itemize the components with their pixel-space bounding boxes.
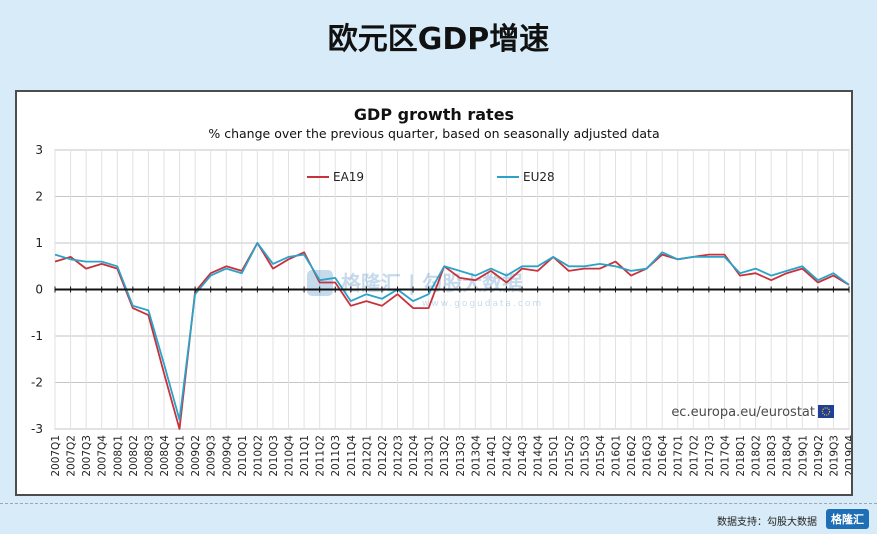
source-label: ec.europa.eu/eurostat	[671, 405, 815, 420]
y-tick-label: -1	[31, 329, 43, 343]
y-tick-label: -2	[31, 376, 43, 390]
y-tick-label: 2	[35, 190, 43, 204]
x-tick-label: 2018Q3	[766, 435, 778, 477]
x-tick-label: 2008Q1	[112, 435, 124, 477]
x-tick-label: 2019Q1	[797, 435, 809, 477]
x-tick-label: 2015Q3	[579, 435, 591, 477]
gdp-growth-chart: GDP growth rates % change over the previ…	[31, 105, 851, 477]
x-tick-label: 2010Q4	[284, 435, 296, 477]
x-tick-label: 2012Q3	[393, 435, 405, 477]
x-tick-label: 2012Q1	[361, 435, 373, 477]
x-tick-label: 2009Q2	[190, 435, 202, 477]
watermark-url: www.gogudata.com	[422, 299, 543, 309]
footer-credit: 数据支持：勾股大数据	[717, 517, 817, 528]
x-tick-label: 2017Q2	[688, 435, 700, 477]
x-tick-label: 2014Q1	[486, 435, 498, 477]
series-line-eu28	[54, 242, 850, 421]
x-tick-label: 2019Q4	[844, 435, 851, 477]
x-tick-label: 2014Q2	[501, 435, 513, 477]
x-tick-label: 2017Q1	[673, 435, 685, 477]
x-tick-label: 2014Q3	[517, 435, 529, 477]
axis-layer: 3 2 1 0 -1 -2 -3 2007Q1 2007Q2 2007Q3 2007Q4 2008Q1…	[31, 143, 851, 477]
x-tick-label: 2008Q4	[159, 435, 171, 477]
y-tick-label: 0	[35, 283, 43, 297]
x-tick-label: 2007Q2	[66, 435, 78, 477]
y-tick-label: -3	[31, 422, 43, 436]
x-tick-label: 2010Q2	[252, 435, 264, 477]
chart-frame: GDP growth rates % change over the previ…	[15, 90, 853, 496]
legend: EA19 EU28	[307, 170, 555, 184]
x-tick-label: 2019Q3	[828, 435, 840, 477]
x-tick-label: 2018Q2	[751, 435, 763, 477]
x-tick-label: 2014Q4	[533, 435, 545, 477]
x-tick-label: 2007Q1	[50, 435, 62, 477]
watermark-text: 格隆汇 | 勾股大数据	[341, 271, 522, 295]
x-tick-label: 2017Q3	[704, 435, 716, 477]
x-tick-label: 2008Q3	[143, 435, 155, 477]
series-layer	[54, 242, 850, 430]
footer-divider	[0, 503, 877, 504]
x-tick-label: 2013Q2	[439, 435, 451, 477]
x-tick-label: 2013Q3	[455, 435, 467, 477]
x-tick-label: 2007Q3	[81, 435, 93, 477]
x-tick-label: 2019Q2	[813, 435, 825, 477]
x-tick-label: 2013Q4	[470, 435, 482, 477]
x-tick-label: 2015Q1	[548, 435, 560, 477]
x-tick-label: 2018Q4	[782, 435, 794, 477]
chart-subtitle: % change over the previous quarter, base…	[208, 126, 659, 141]
x-tick-label: 2011Q1	[299, 435, 311, 477]
x-tick-label: 2011Q2	[315, 435, 327, 477]
x-tick-label: 2009Q1	[175, 435, 187, 477]
x-tick-label: 2010Q1	[237, 435, 249, 477]
x-tick-label: 2011Q3	[330, 435, 342, 477]
x-tick-label: 2010Q3	[268, 435, 280, 477]
x-tick-label: 2017Q4	[719, 435, 731, 477]
x-tick-label: 2011Q4	[346, 435, 358, 477]
x-tick-label: 2015Q4	[595, 435, 607, 477]
x-tick-label: 2013Q1	[424, 435, 436, 477]
x-tick-label: 2016Q2	[626, 435, 638, 477]
y-tick-label: 1	[35, 236, 43, 250]
x-tick-label: 2009Q4	[221, 435, 233, 477]
x-tick-label: 2008Q2	[128, 435, 140, 477]
y-tick-label: 3	[35, 143, 43, 157]
x-tick-label: 2016Q3	[642, 435, 654, 477]
x-tick-label: 2016Q4	[657, 435, 669, 477]
x-tick-label: 2012Q2	[377, 435, 389, 477]
x-tick-label: 2016Q1	[610, 435, 622, 477]
x-tick-label: 2018Q1	[735, 435, 747, 477]
x-tick-label: 2015Q2	[564, 435, 576, 477]
page-title: 欧元区GDP增速	[327, 22, 550, 57]
footer-logo: 格隆汇	[826, 509, 869, 529]
x-tick-label: 2009Q3	[206, 435, 218, 477]
chart-title: GDP growth rates	[354, 105, 514, 124]
legend-label-ea19: EA19	[333, 170, 364, 184]
x-tick-label: 2012Q4	[408, 435, 420, 477]
legend-label-eu28: EU28	[523, 170, 555, 184]
x-tick-label: 2007Q4	[97, 435, 109, 477]
eu-flag-icon	[818, 405, 834, 418]
